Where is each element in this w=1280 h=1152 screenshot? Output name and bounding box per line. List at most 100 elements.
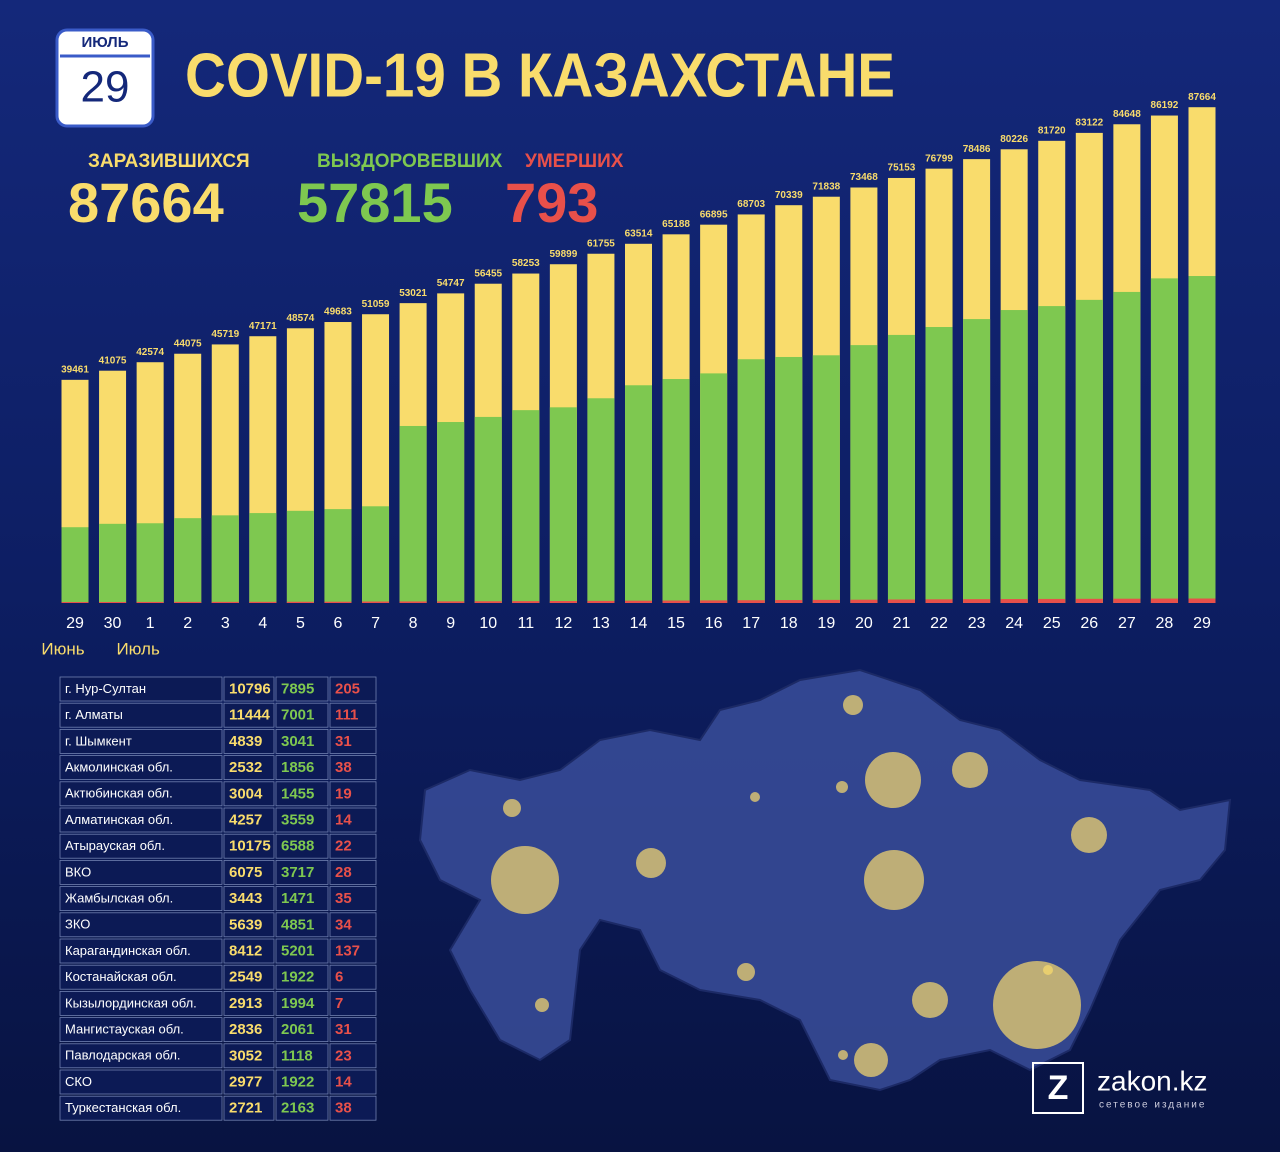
bar-segment xyxy=(399,601,427,603)
x-tick-label: 18 xyxy=(780,615,798,632)
x-tick-label: 21 xyxy=(893,615,911,632)
total-value: 87664 xyxy=(68,171,224,234)
bar-segment xyxy=(587,398,615,603)
table-number: 111 xyxy=(335,707,358,724)
x-tick-label: 19 xyxy=(817,615,835,632)
bar-segment xyxy=(850,599,878,603)
table-number: 11444 xyxy=(229,707,271,724)
x-tick-label: 13 xyxy=(592,615,610,632)
value-label: 59899 xyxy=(549,249,577,260)
brand: Z zakon.kz сетевое издание xyxy=(1032,1062,1208,1114)
bar-segment xyxy=(399,425,427,603)
bar-segment xyxy=(61,602,89,603)
table-cell xyxy=(275,886,329,911)
table-region: Павлодарская обл. xyxy=(65,1048,181,1063)
value-label: 66895 xyxy=(700,209,728,220)
table-number: 2913 xyxy=(229,995,262,1012)
table-cell xyxy=(223,1043,275,1069)
table-cell xyxy=(275,964,329,990)
table-region: Атырауская обл. xyxy=(65,838,165,853)
value-label: 53021 xyxy=(399,288,427,299)
x-tick-label: 25 xyxy=(1043,615,1061,632)
table-cell xyxy=(329,886,377,911)
value-label: 78486 xyxy=(963,144,991,155)
table-number: 5201 xyxy=(281,942,314,959)
table-cell xyxy=(223,1095,275,1121)
table-cell xyxy=(59,1017,223,1042)
table-cell xyxy=(59,833,223,859)
bar-segment xyxy=(1000,310,1028,603)
x-tick-label: 29 xyxy=(66,615,84,632)
bar-segment xyxy=(474,416,502,603)
table-number: 35 xyxy=(335,890,352,907)
table-cell xyxy=(275,1069,329,1095)
bar-segment xyxy=(549,407,577,603)
table-cell xyxy=(59,991,223,1016)
table-number: 8412 xyxy=(229,942,262,959)
table-number: 4257 xyxy=(229,811,262,828)
table-cell xyxy=(275,807,329,833)
x-tick-label: 11 xyxy=(517,615,534,632)
table-number: 6075 xyxy=(229,864,262,881)
table-number: 3004 xyxy=(229,785,263,802)
table-number: 7895 xyxy=(281,680,314,697)
table-cell xyxy=(59,781,223,807)
calendar-day: 29 xyxy=(81,63,130,112)
bar-segment xyxy=(850,345,878,603)
table-region: г. Алматы xyxy=(65,707,123,722)
table-cell xyxy=(275,1095,329,1121)
x-tick-label: 5 xyxy=(296,615,305,632)
bar-segment xyxy=(1188,598,1216,603)
bar-segment xyxy=(99,601,127,603)
table-region: ВКО xyxy=(65,864,91,879)
table-region: Жамбылская обл. xyxy=(65,891,173,906)
table-region: Карагандинская обл. xyxy=(65,943,191,958)
table-number: 2977 xyxy=(229,1073,262,1090)
table-cell xyxy=(329,1017,377,1042)
table-number: 14 xyxy=(335,811,352,828)
bar-segment xyxy=(99,523,127,603)
table-cell xyxy=(329,676,377,702)
bar-segment xyxy=(249,513,277,603)
table-cell xyxy=(329,729,377,754)
table-cell xyxy=(329,1043,377,1069)
table-cell xyxy=(275,676,329,702)
value-label: 80226 xyxy=(1000,134,1028,145)
table-number: 3052 xyxy=(229,1047,262,1064)
table-number: 2836 xyxy=(229,1021,262,1038)
table-number: 1922 xyxy=(281,1073,314,1090)
table-cell xyxy=(59,676,223,702)
table-cell xyxy=(59,886,223,911)
value-label: 87664 xyxy=(1188,92,1216,103)
table-cell xyxy=(329,964,377,990)
x-tick-label: 24 xyxy=(1005,615,1023,632)
bar-segment xyxy=(437,601,465,603)
table-cell xyxy=(329,938,377,964)
table-cell xyxy=(59,1069,223,1095)
bar-segment xyxy=(61,527,89,603)
bar-segment xyxy=(963,599,991,603)
table-cell xyxy=(275,729,329,754)
table-region: СКО xyxy=(65,1074,92,1089)
x-tick-label: 3 xyxy=(221,615,230,632)
bar-segment xyxy=(549,601,577,603)
total-value: 57815 xyxy=(297,171,453,234)
value-label: 47171 xyxy=(249,321,277,332)
table-cell xyxy=(59,938,223,964)
bar-segment xyxy=(812,599,840,603)
bar-segment xyxy=(812,355,840,603)
table-cell xyxy=(59,1095,223,1121)
table-region: Мангистауская обл. xyxy=(65,1022,184,1037)
table-number: 7 xyxy=(335,995,343,1012)
table-cell xyxy=(275,938,329,964)
calendar: ИЮЛЬ 29 xyxy=(55,28,155,128)
bar-segment xyxy=(887,334,915,603)
table-cell xyxy=(329,833,377,859)
title: COVID-19 В КАЗАХСТАНЕ xyxy=(185,41,895,110)
table-cell xyxy=(223,833,275,859)
bar-segment xyxy=(324,509,352,603)
table-number: 22 xyxy=(335,838,352,855)
table-number: 23 xyxy=(335,1047,352,1064)
bar-segment xyxy=(1113,598,1141,603)
